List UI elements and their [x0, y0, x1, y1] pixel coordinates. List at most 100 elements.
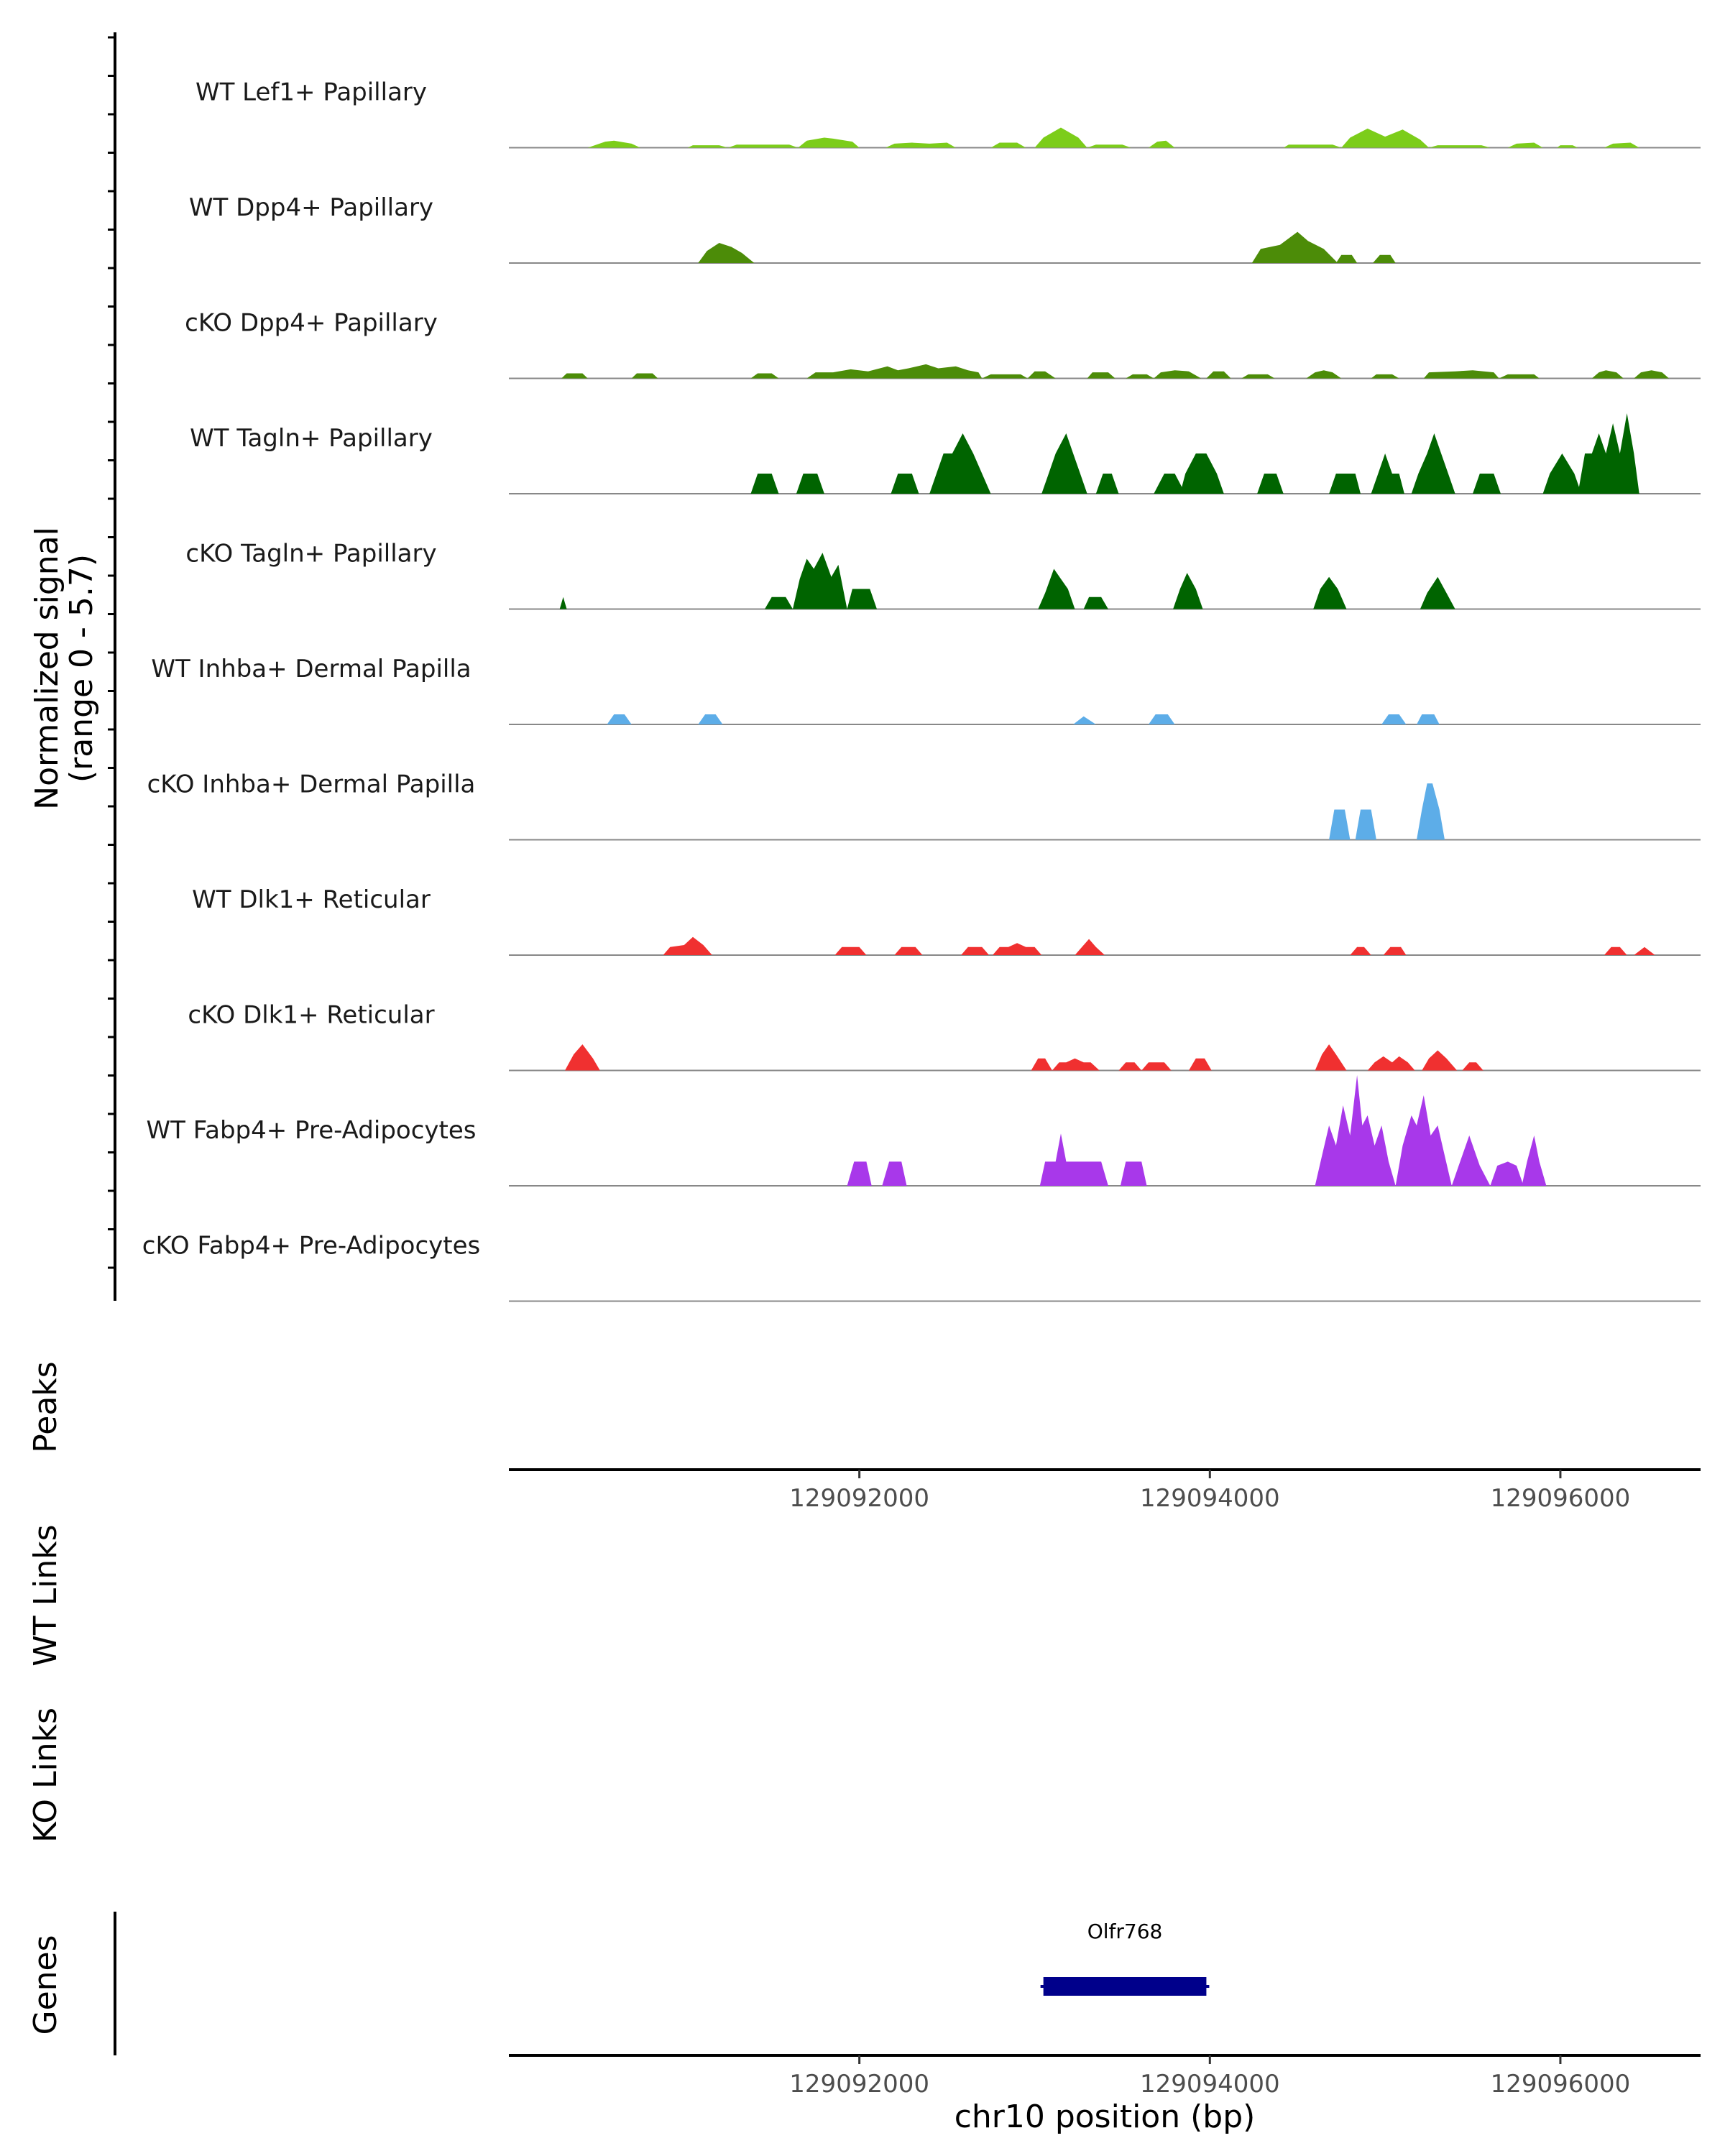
- coverage-tracks: WT Lef1+ Papillary WT Dpp4+ Papillary cKO …: [142, 78, 1701, 1302]
- coverage-area: [1371, 374, 1399, 379]
- coverage-area: [1120, 1161, 1147, 1186]
- coverage-area: [1578, 413, 1639, 494]
- coverage-area: [765, 596, 793, 609]
- peaks-x-axis: 129092000 129094000 129096000: [789, 1470, 1630, 1513]
- x-tick-label: 129092000: [789, 2070, 929, 2099]
- coverage-area: [1451, 1135, 1491, 1186]
- track-label: WT Inhba+ Dermal Papilla: [151, 655, 471, 683]
- coverage-area: [796, 474, 824, 494]
- coverage-area: [1306, 370, 1342, 379]
- coverage-area: [1604, 946, 1627, 955]
- coverage-area: [1329, 474, 1361, 494]
- coverage-area: [993, 943, 1042, 955]
- coverage-area: [1355, 809, 1376, 840]
- coverage-area: [1173, 573, 1203, 609]
- wt-links-ylabel: WT Links: [27, 1524, 64, 1666]
- coverage-y-ticks: [108, 36, 115, 1269]
- x-tick-label: 129096000: [1491, 2070, 1631, 2099]
- x-tick-label: 129092000: [789, 1484, 929, 1513]
- coverage-area: [1350, 946, 1371, 955]
- coverage-area: [698, 243, 755, 263]
- coverage-area: [1371, 453, 1404, 494]
- coverage-area: [1087, 144, 1131, 148]
- track-label: WT Dlk1+ Reticular: [192, 885, 431, 914]
- coverage-area: [1313, 576, 1347, 609]
- coverage-area: [1034, 127, 1087, 148]
- track: WT Fabp4+ Pre-Adipocytes: [147, 1075, 1701, 1187]
- coverage-area: [1251, 231, 1338, 263]
- coverage-area: [631, 373, 658, 379]
- track: cKO Dpp4+ Papillary: [185, 309, 1701, 379]
- coverage-ylabel-line1: Normalized signal: [29, 527, 65, 810]
- coverage-area: [1542, 453, 1582, 494]
- coverage-ylabel-line2: (range 0 - 5.7): [63, 554, 100, 783]
- coverage-area: [663, 936, 712, 955]
- coverage-area: [687, 145, 728, 148]
- coverage-area: [1411, 433, 1455, 494]
- coverage-area: [834, 946, 867, 955]
- track-label: WT Tagln+ Papillary: [190, 424, 433, 453]
- track-label: WT Dpp4+ Papillary: [189, 193, 433, 222]
- coverage-area: [607, 714, 632, 724]
- ko-links-ylabel: KO Links: [27, 1708, 64, 1843]
- genes-track: Olfr768: [1040, 1920, 1210, 1996]
- coverage-area: [1522, 1135, 1547, 1186]
- bottom-x-axis: 129092000 129094000 129096000: [789, 2055, 1630, 2099]
- coverage-area: [847, 1161, 872, 1186]
- track: WT Lef1+ Papillary: [196, 78, 1701, 149]
- coverage-area: [1383, 946, 1407, 955]
- coverage-area: [886, 142, 956, 148]
- coverage-area: [1473, 474, 1501, 494]
- coverage-area: [1075, 939, 1105, 955]
- track-label: cKO Tagln+ Papillary: [185, 540, 436, 568]
- track-label: cKO Dpp4+ Papillary: [185, 309, 438, 338]
- track: WT Tagln+ Papillary: [190, 413, 1701, 494]
- coverage-area: [1634, 946, 1655, 955]
- coverage-area: [1420, 576, 1455, 609]
- coverage-area: [1241, 374, 1275, 379]
- coverage-area: [847, 589, 877, 609]
- coverage-area: [727, 144, 799, 148]
- coverage-area: [698, 714, 723, 724]
- x-tick-label: 129094000: [1140, 2070, 1280, 2099]
- coverage-area: [1417, 783, 1445, 840]
- coverage-area: [1557, 145, 1578, 148]
- track-label: WT Lef1+ Papillary: [196, 78, 427, 107]
- coverage-area: [1634, 370, 1670, 379]
- coverage-area: [1462, 1062, 1484, 1071]
- coverage-area: [961, 946, 990, 955]
- track: cKO Inhba+ Dermal Papilla: [147, 770, 1701, 841]
- coverage-area: [1149, 140, 1175, 148]
- track-label: cKO Inhba+ Dermal Papilla: [147, 770, 476, 799]
- coverage-area: [1395, 1095, 1452, 1186]
- track: WT Inhba+ Dermal Papilla: [151, 655, 1701, 725]
- coverage-area: [806, 364, 983, 379]
- coverage-area: [1422, 1050, 1458, 1071]
- coverage-area: [750, 373, 779, 379]
- gene-label: Olfr768: [1087, 1920, 1163, 1943]
- track: cKO Tagln+ Papillary: [185, 540, 1701, 610]
- coverage-area: [1335, 254, 1358, 263]
- coverage-area: [982, 374, 1028, 379]
- coverage-area: [1283, 144, 1342, 148]
- coverage-area: [1329, 809, 1351, 840]
- coverage-area: [1315, 1044, 1347, 1071]
- coverage-area: [1027, 371, 1056, 379]
- coverage-area: [1423, 370, 1499, 379]
- coverage-area: [1052, 1058, 1100, 1071]
- coverage-area: [1154, 370, 1202, 379]
- coverage-area: [798, 137, 860, 148]
- coverage-area: [1257, 474, 1284, 494]
- coverage-area: [891, 474, 919, 494]
- x-tick-label: 129096000: [1491, 1484, 1631, 1513]
- coverage-area: [561, 373, 588, 379]
- coverage-area: [1038, 568, 1075, 609]
- coverage-area: [1373, 254, 1396, 263]
- peaks-ylabel: Peaks: [27, 1361, 64, 1452]
- coverage-area: [1041, 433, 1087, 494]
- coverage-area: [1095, 474, 1119, 494]
- coverage-area: [1073, 716, 1096, 724]
- x-axis-title: chr10 position (bp): [954, 2099, 1256, 2135]
- coverage-area: [1031, 1058, 1052, 1071]
- coverage-area: [565, 1044, 600, 1071]
